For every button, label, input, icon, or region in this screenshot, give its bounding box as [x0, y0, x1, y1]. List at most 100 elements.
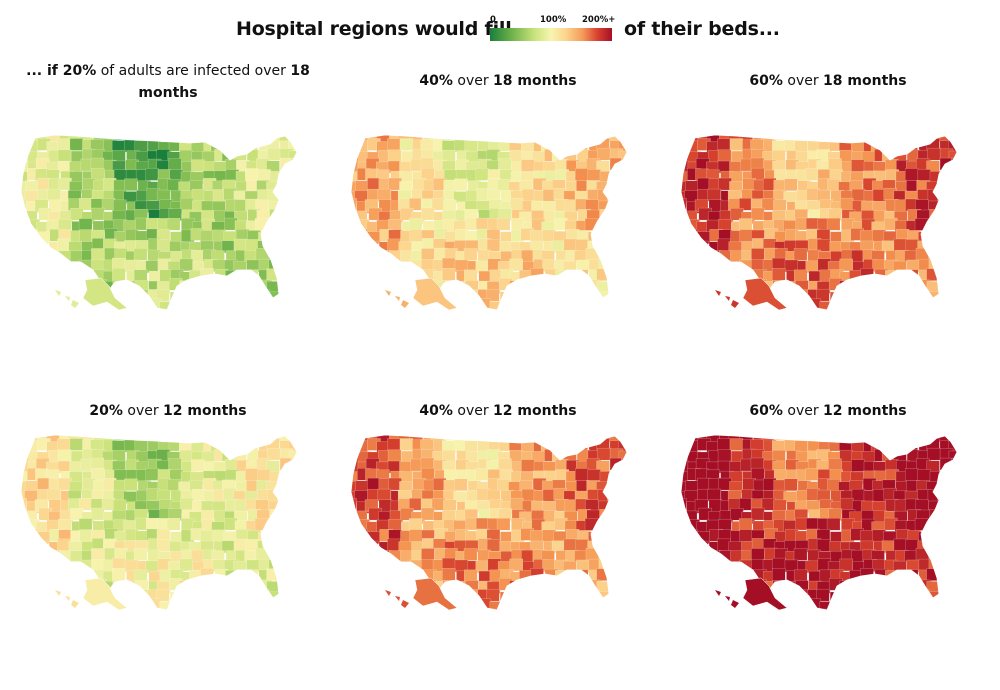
hospital-region [532, 309, 547, 310]
hospital-region [841, 598, 855, 610]
hospital-region [629, 239, 642, 251]
hospital-region [543, 587, 558, 601]
hospital-region [947, 528, 957, 542]
hospital-region [430, 609, 445, 610]
hospital-region [225, 135, 239, 143]
hospital-region [213, 287, 228, 301]
hospital-region [135, 435, 150, 442]
hospital-region [885, 270, 899, 283]
hospital-region [960, 291, 973, 303]
hospital-region [277, 268, 291, 281]
hospital-region [280, 201, 294, 214]
hospital-region [631, 269, 644, 281]
hospital-region [355, 261, 369, 275]
hospital-region [421, 608, 435, 610]
hospital-region [35, 569, 49, 582]
hospital-region [510, 435, 525, 443]
hospital-region [463, 548, 478, 561]
hospital-region [728, 269, 742, 282]
hospital-region [574, 269, 589, 282]
hospital-region [299, 309, 312, 321]
hospital-region [566, 137, 580, 151]
hospital-region [698, 561, 712, 574]
hospital-region [576, 590, 591, 603]
hospital-region [351, 198, 357, 211]
hospital-region [509, 138, 523, 152]
hospital-region [398, 280, 413, 294]
hospital-region [235, 308, 249, 310]
hospital-region [258, 311, 271, 323]
hospital-region [630, 490, 643, 502]
hospital-region [928, 239, 942, 253]
hospital-region [288, 239, 297, 253]
hospital-region [351, 250, 357, 264]
hospital-region [179, 590, 193, 604]
hospital-region [938, 290, 952, 303]
hospital-region [795, 135, 810, 142]
hospital-region [133, 248, 148, 261]
hospital-region [805, 517, 820, 531]
hospital-region [630, 278, 643, 290]
hospital-region [896, 137, 910, 151]
hospital-region [365, 550, 380, 563]
hospital-region [179, 280, 193, 293]
hospital-region [390, 278, 404, 292]
hospital-region [303, 230, 316, 242]
hospital-region [962, 480, 975, 492]
hospital-region [288, 607, 297, 610]
hospital-region [351, 599, 359, 610]
hospital-region [587, 435, 601, 444]
hospital-region [948, 258, 957, 271]
hospital-region [839, 258, 853, 272]
hospital-region [37, 477, 51, 491]
hospital-region [609, 550, 624, 564]
hospital-region [597, 600, 612, 610]
hospital-region [685, 261, 699, 275]
hospital-region [852, 312, 865, 324]
hospital-region [939, 250, 954, 264]
hospital-region [840, 135, 855, 143]
hospital-region [290, 435, 297, 443]
hospital-region [409, 529, 423, 542]
hospital-region [145, 517, 160, 531]
hospital-region [852, 597, 866, 610]
hospital-region [728, 280, 743, 294]
hospital-region [738, 218, 753, 231]
hospital-region [717, 449, 732, 462]
hospital-region [25, 135, 39, 143]
color-legend: 0 100% 200%+ [490, 15, 615, 45]
hospital-region [91, 207, 105, 221]
hospital-region [632, 440, 645, 452]
hospital-region [885, 135, 899, 143]
us-outline [680, 134, 958, 311]
hospital-region [124, 312, 137, 324]
hospital-region [716, 268, 731, 282]
hospital-region [233, 300, 247, 310]
hospital-region [609, 558, 623, 572]
hospital-region [906, 590, 921, 603]
hospital-region [962, 180, 975, 192]
hospital-region [882, 601, 897, 610]
hospital-region [681, 520, 689, 533]
hospital-region [681, 550, 687, 564]
hospital-region [564, 578, 578, 591]
hospital-region [236, 435, 251, 444]
hospital-region [351, 135, 359, 142]
hospital-region [21, 278, 28, 292]
hospital-region [709, 568, 724, 582]
hospital-region [233, 238, 248, 252]
hospital-region [621, 489, 627, 502]
hospital-region [521, 578, 535, 592]
hospital-region [896, 270, 910, 283]
hospital-region [57, 238, 71, 252]
hospital-region [607, 190, 621, 203]
hospital-region [566, 135, 581, 144]
hospital-region [59, 612, 72, 624]
hospital-region [91, 248, 105, 261]
hospital-region [24, 140, 38, 153]
hospital-region [596, 228, 610, 241]
hospital-region [166, 518, 181, 531]
hospital-region [960, 470, 973, 482]
hospital-region [367, 599, 381, 610]
hospital-region [476, 135, 491, 142]
